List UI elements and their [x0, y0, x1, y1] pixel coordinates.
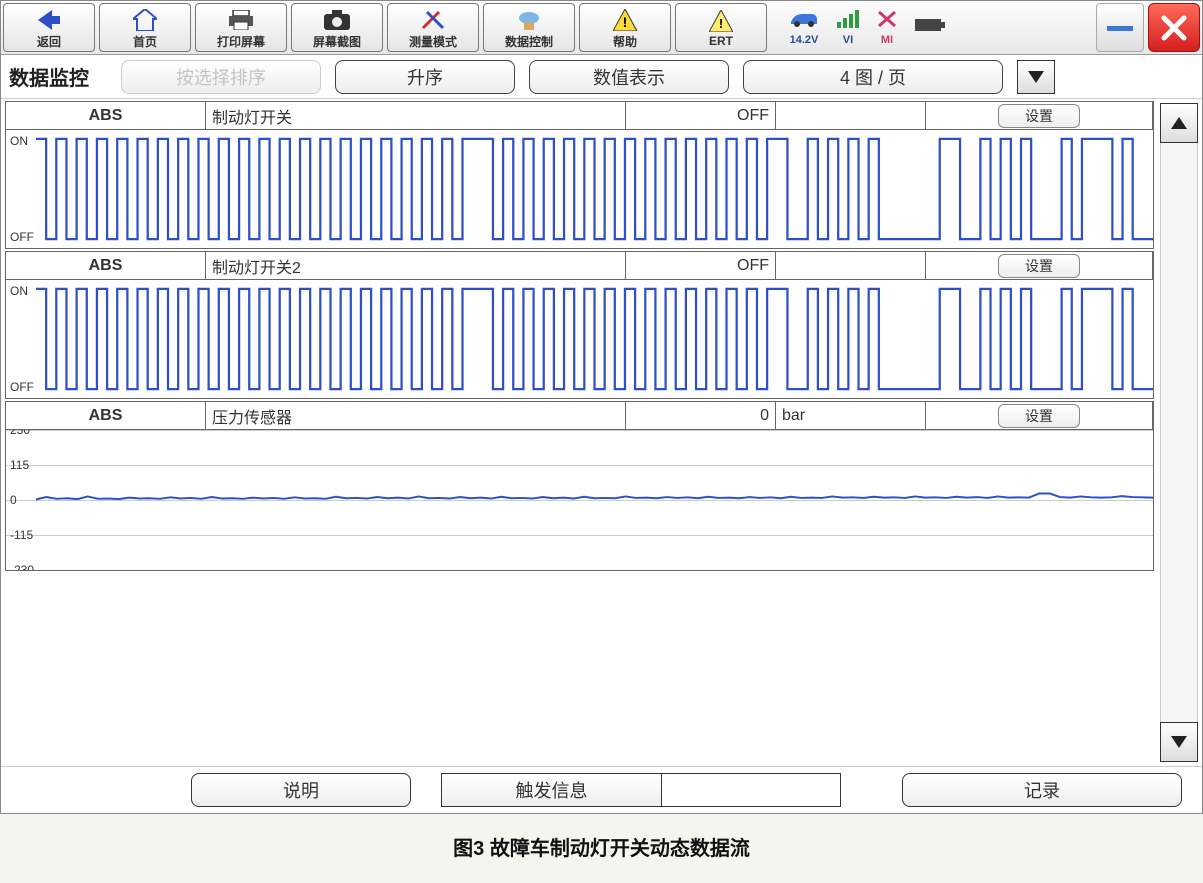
- close-button[interactable]: [1148, 3, 1200, 52]
- mi-status: MI: [877, 10, 897, 46]
- system-label: ABS: [6, 102, 206, 129]
- chart-box: ON OFF: [6, 280, 1153, 398]
- arrow-left-icon: [38, 8, 60, 32]
- param-unit: [776, 102, 926, 129]
- chart-box: 230 115 0 -115 -230: [6, 430, 1153, 570]
- param-unit: [776, 252, 926, 279]
- settings-button[interactable]: 设置: [998, 254, 1080, 278]
- settings-button[interactable]: 设置: [998, 404, 1080, 428]
- y-tick-label: -115: [10, 528, 33, 542]
- home-icon: [133, 8, 157, 32]
- y-tick-label: -230: [10, 563, 34, 570]
- y-tick-label: 0: [10, 493, 17, 507]
- x-icon: [877, 10, 897, 34]
- y-tick-label: 115: [10, 458, 29, 472]
- figure-caption: 图3 故障车制动灯开关动态数据流: [0, 832, 1203, 861]
- description-button[interactable]: 说明: [191, 773, 411, 807]
- y-off-label: OFF: [10, 380, 34, 394]
- data-area: ABS制动灯开关OFF设置ONOFFABS制动灯开关2OFF设置ONOFFABS…: [1, 99, 1202, 767]
- panel-header: ABS制动灯开关OFF 设置: [6, 102, 1153, 130]
- numeric-display-button[interactable]: 数值表示: [529, 60, 729, 94]
- sort-selection-button[interactable]: 按选择排序: [121, 60, 321, 94]
- tools-icon: [421, 8, 445, 32]
- minimize-button[interactable]: [1096, 3, 1144, 52]
- ascending-button[interactable]: 升序: [335, 60, 515, 94]
- voltage-status: 14.2V: [789, 10, 819, 46]
- ert-button[interactable]: ! ERT: [675, 3, 767, 52]
- measure-button[interactable]: 测量模式: [387, 3, 479, 52]
- gridline: [6, 430, 1153, 431]
- param-value: OFF: [626, 252, 776, 279]
- data-panel: ABS压力传感器0bar设置2301150-115-230: [5, 401, 1154, 571]
- chart-box: ON OFF: [6, 130, 1153, 248]
- param-value: 0: [626, 402, 776, 429]
- battery-status: [915, 16, 945, 39]
- svg-text:!: !: [719, 16, 723, 31]
- scroll-track[interactable]: [1160, 143, 1198, 722]
- back-button[interactable]: 返回: [3, 3, 95, 52]
- dropdown-toggle[interactable]: [1017, 60, 1055, 94]
- car-icon: [789, 10, 819, 34]
- home-button[interactable]: 首页: [99, 3, 191, 52]
- param-name: 制动灯开关: [206, 102, 626, 129]
- hand-data-icon: [516, 8, 542, 32]
- panel-header: ABS制动灯开关2OFF 设置: [6, 252, 1153, 280]
- scroll-up-button[interactable]: [1160, 103, 1198, 143]
- data-control-button[interactable]: 数据控制: [483, 3, 575, 52]
- vi-status: VI: [837, 10, 859, 46]
- settings-button[interactable]: 设置: [998, 104, 1080, 128]
- record-button[interactable]: 记录: [902, 773, 1182, 807]
- svg-text:!: !: [623, 14, 628, 30]
- status-block: 14.2V VI MI: [781, 3, 953, 52]
- param-value: OFF: [626, 102, 776, 129]
- system-label: ABS: [6, 402, 206, 429]
- per-page-button[interactable]: 4 图 / 页: [743, 60, 1003, 94]
- warning-icon: !: [613, 8, 637, 32]
- system-label: ABS: [6, 252, 206, 279]
- trigger-info-button[interactable]: 触发信息: [441, 773, 661, 807]
- help-button[interactable]: ! 帮助: [579, 3, 671, 52]
- data-panel: ABS制动灯开关OFF设置ONOFF: [5, 101, 1154, 249]
- y-on-label: ON: [10, 134, 28, 148]
- bottom-bar: 说明 触发信息 记录: [1, 767, 1202, 813]
- settings-cell: 设置: [926, 402, 1153, 429]
- y-on-label: ON: [10, 284, 28, 298]
- param-name: 压力传感器: [206, 402, 626, 429]
- trigger-info-field: [661, 773, 841, 807]
- battery-icon: [915, 16, 945, 39]
- settings-cell: 设置: [926, 252, 1153, 279]
- ert-icon: !: [709, 9, 733, 33]
- panel-header: ABS压力传感器0bar 设置: [6, 402, 1153, 430]
- monitor-title: 数据监控: [9, 62, 89, 91]
- settings-cell: 设置: [926, 102, 1153, 129]
- param-name: 制动灯开关2: [206, 252, 626, 279]
- screenshot-button[interactable]: 屏幕截图: [291, 3, 383, 52]
- scroll-column: [1160, 103, 1198, 762]
- y-off-label: OFF: [10, 230, 34, 244]
- data-panel: ABS制动灯开关2OFF设置ONOFF: [5, 251, 1154, 399]
- toolbar: 返回 首页 打印屏幕 屏幕截图 测量模式 数据控制 ! 帮助 ! ERT: [1, 1, 1202, 55]
- y-tick-label: 230: [10, 430, 30, 437]
- camera-icon: [324, 8, 350, 32]
- print-button[interactable]: 打印屏幕: [195, 3, 287, 52]
- signal-icon: [837, 10, 859, 34]
- filter-row: 数据监控 按选择排序 升序 数值表示 4 图 / 页: [1, 55, 1202, 99]
- scroll-down-button[interactable]: [1160, 722, 1198, 762]
- printer-icon: [229, 8, 253, 32]
- param-unit: bar: [776, 402, 926, 429]
